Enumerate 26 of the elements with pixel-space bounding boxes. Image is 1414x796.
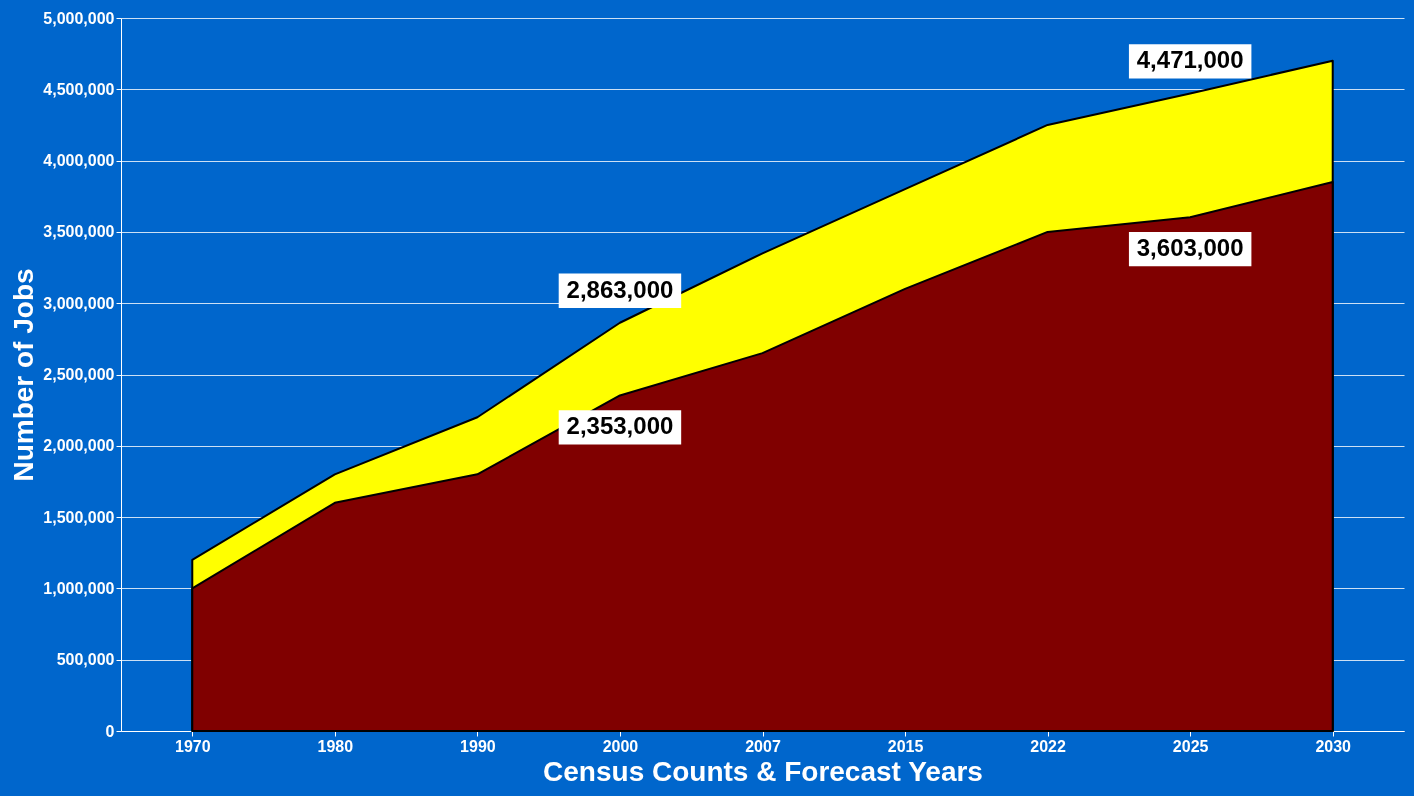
- x-tick-label: 2022: [1030, 737, 1067, 755]
- y-tick-label: 4,000,000: [43, 152, 115, 170]
- x-tick-label: 1980: [317, 737, 354, 755]
- y-tick-label: 2,500,000: [43, 366, 115, 383]
- x-axis-title: Census Counts & Forecast Years: [543, 755, 983, 787]
- y-tick-label: 3,500,000: [43, 223, 115, 241]
- y-tick-label: 2,000,000: [43, 437, 115, 455]
- y-tick-label: 500,000: [56, 651, 115, 669]
- x-tick-label: 2000: [602, 737, 639, 755]
- data-label: 2,863,000: [566, 275, 674, 303]
- x-tick-label: 1990: [460, 737, 496, 755]
- y-tick-label: 3,000,000: [43, 294, 115, 312]
- x-tick-label: 2015: [887, 737, 924, 755]
- y-tick-label: 4,500,000: [43, 80, 115, 98]
- y-tick-label: 5,000,000: [43, 9, 115, 27]
- y-axis-title: Number of Jobs: [8, 268, 40, 482]
- x-tick-label: 2030: [1315, 737, 1352, 755]
- data-label: 3,603,000: [1136, 234, 1244, 262]
- y-tick-label: 0: [105, 722, 115, 740]
- x-tick-label: 1970: [174, 737, 211, 755]
- y-tick-label: 1,500,000: [43, 508, 115, 526]
- x-tick-label: 2007: [745, 737, 781, 755]
- data-label: 2,353,000: [566, 412, 674, 440]
- y-tick-label: 1,000,000: [43, 579, 115, 597]
- data-label: 4,471,000: [1136, 46, 1244, 74]
- x-tick-label: 2025: [1172, 737, 1209, 755]
